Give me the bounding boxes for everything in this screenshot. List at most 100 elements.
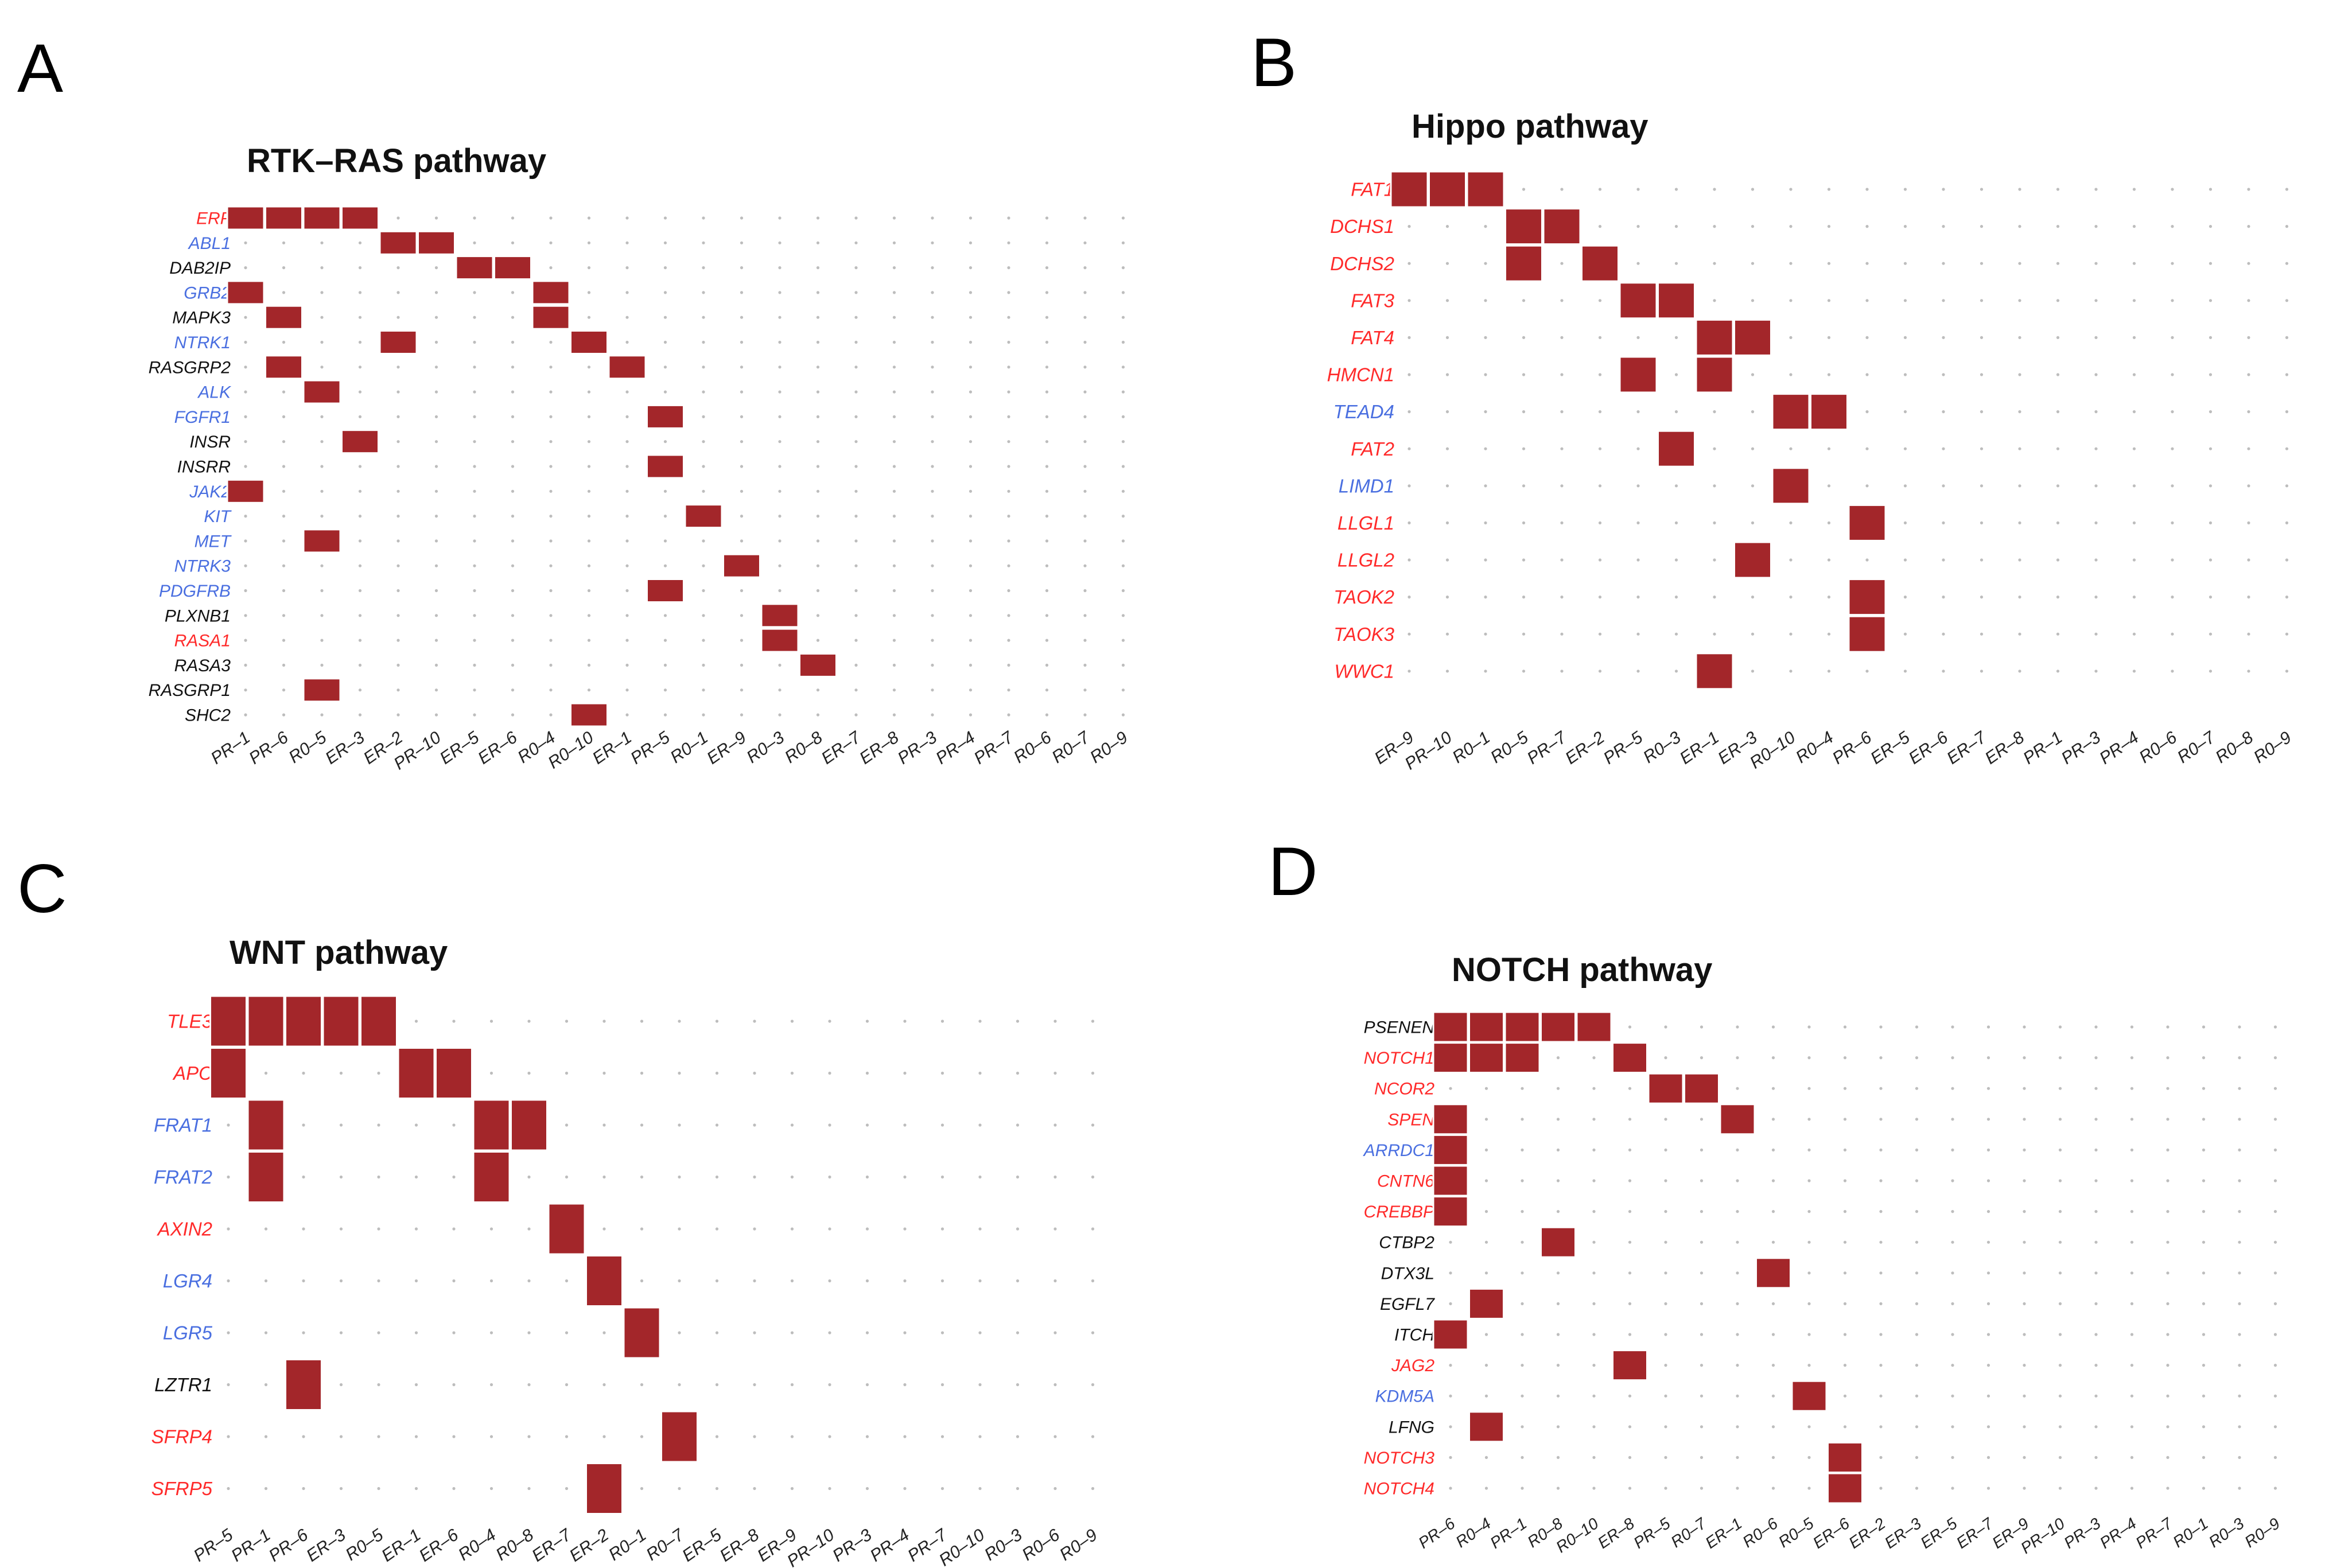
grid-dot xyxy=(778,489,781,493)
grid-dot xyxy=(816,440,820,443)
grid-dot xyxy=(1713,188,1716,191)
grid-dot xyxy=(969,639,973,642)
grid-dot xyxy=(396,216,400,220)
grid-dot xyxy=(1484,1087,1488,1090)
grid-dot xyxy=(2285,558,2289,562)
gene-label: LLGL2 xyxy=(1337,550,1394,571)
grid-dot xyxy=(302,1175,305,1179)
grid-dot xyxy=(1592,1271,1596,1275)
grid-dot xyxy=(1903,336,1907,340)
grid-dot xyxy=(1045,515,1049,518)
grid-dot xyxy=(1807,1056,1811,1060)
alteration-cell xyxy=(379,330,418,355)
grid-dot xyxy=(1986,1025,1990,1029)
grid-dot xyxy=(2202,1271,2206,1275)
grid-dot xyxy=(816,340,820,344)
grid-dot xyxy=(2238,1056,2241,1060)
grid-dot xyxy=(1121,241,1125,244)
grid-dot xyxy=(1942,558,1945,562)
grid-dot xyxy=(2132,188,2136,191)
grid-dot xyxy=(2056,447,2060,450)
grid-dot xyxy=(1484,670,1487,673)
grid-dot xyxy=(865,1383,869,1387)
grid-dot xyxy=(2018,410,2021,414)
grid-dot xyxy=(527,1279,531,1283)
grid-dot xyxy=(2094,1210,2098,1213)
sample-label: PR–5 xyxy=(190,1526,237,1566)
sample-label: R0–10 xyxy=(1553,1514,1602,1556)
grid-dot xyxy=(358,365,362,369)
grid-dot xyxy=(1560,632,1564,636)
alteration-cell xyxy=(1540,1226,1576,1258)
grid-dot xyxy=(1843,1148,1847,1151)
grid-dot xyxy=(1045,564,1049,567)
grid-dot xyxy=(1091,1487,1095,1491)
grid-dot xyxy=(2058,1425,2062,1429)
grid-dot xyxy=(2023,1394,2026,1398)
sample-label: R0–3 xyxy=(2206,1514,2248,1551)
grid-dot xyxy=(2130,1487,2134,1490)
grid-dot xyxy=(1484,1210,1488,1213)
sample-label: R0–7 xyxy=(2174,727,2219,767)
grid-dot xyxy=(1556,1210,1560,1213)
grid-dot xyxy=(2247,632,2250,636)
grid-dot xyxy=(854,688,858,692)
grid-dot xyxy=(1807,1148,1811,1151)
grid-dot xyxy=(1674,521,1678,525)
gene-label: SPEN xyxy=(1387,1110,1434,1129)
grid-dot xyxy=(816,316,820,319)
grid-dot xyxy=(903,1331,907,1334)
grid-dot xyxy=(1986,1364,1990,1367)
grid-dot xyxy=(702,291,705,294)
grid-dot xyxy=(1807,1487,1811,1490)
grid-dot xyxy=(1986,1487,1990,1490)
grid-dot xyxy=(1484,596,1487,599)
grid-dot xyxy=(1903,373,1907,376)
grid-dot xyxy=(702,390,705,394)
grid-dot xyxy=(1628,1271,1632,1275)
grid-dot xyxy=(527,1020,531,1023)
grid-dot xyxy=(2166,1148,2169,1151)
grid-dot xyxy=(549,365,553,369)
gene-label: FGFR1 xyxy=(174,408,231,427)
grid-dot xyxy=(227,1331,230,1334)
grid-dot xyxy=(1903,521,1907,525)
alteration-cell xyxy=(397,1047,436,1099)
grid-dot xyxy=(1007,489,1010,493)
grid-dot xyxy=(1045,465,1049,468)
grid-dot xyxy=(1121,663,1125,667)
grid-dot xyxy=(2247,299,2250,302)
alteration-cells xyxy=(209,995,698,1515)
grid-dot xyxy=(1736,1179,1739,1182)
grid-dot xyxy=(2247,225,2250,228)
grid-dot xyxy=(1053,1435,1057,1438)
sample-label: R0–1 xyxy=(2169,1515,2211,1551)
grid-dot xyxy=(2094,1056,2098,1060)
grid-dot xyxy=(1522,188,1526,191)
grid-dot xyxy=(625,216,629,220)
grid-dot xyxy=(227,1383,230,1387)
grid-dot xyxy=(2130,1271,2134,1275)
grid-dot xyxy=(1771,1240,1775,1244)
grid-dot xyxy=(1789,188,1793,191)
grid-dot xyxy=(931,688,934,692)
alteration-cell xyxy=(585,1255,623,1307)
grid-dot xyxy=(396,614,400,617)
alteration-cell xyxy=(1619,356,1658,394)
grid-dot xyxy=(358,713,362,717)
grid-dot xyxy=(790,1227,794,1231)
alteration-cell xyxy=(209,1047,247,1099)
sample-label: PR–5 xyxy=(1630,1514,1674,1552)
grid-dot xyxy=(892,316,896,319)
gene-label: LLGL1 xyxy=(1337,512,1394,534)
grid-dot xyxy=(602,1123,606,1127)
grid-dot xyxy=(320,241,324,244)
grid-dot xyxy=(1807,1302,1811,1305)
grid-dot xyxy=(2058,1056,2062,1060)
grid-dot xyxy=(1121,316,1125,319)
gene-label: FAT2 xyxy=(1351,438,1394,460)
grid-dot xyxy=(2247,336,2250,340)
grid-dot xyxy=(1713,225,1716,228)
gene-label: TLE3 xyxy=(167,1011,213,1032)
gene-label: NOTCH3 xyxy=(1364,1449,1435,1468)
